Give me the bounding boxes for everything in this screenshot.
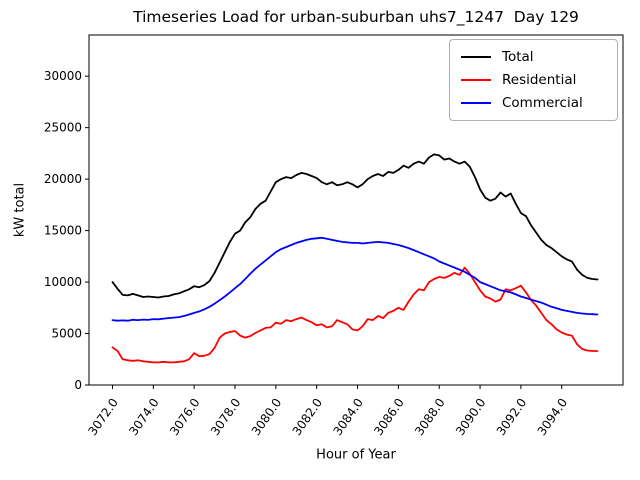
x-tick-label: 3088.0 (412, 396, 448, 438)
x-tick-label: 3086.0 (371, 396, 407, 438)
y-axis-label: kW total (12, 182, 28, 238)
series-line-residential (111, 266, 599, 364)
x-tick-label: 3072.0 (85, 396, 121, 438)
axes-frame (88, 34, 624, 386)
series-line-commercial (111, 236, 599, 322)
legend-label: Total (502, 49, 534, 65)
x-tick-label: 3078.0 (208, 396, 244, 438)
x-tick-label: 3074.0 (126, 396, 162, 438)
x-tick-label: 3080.0 (249, 396, 285, 438)
x-tick-label: 3090.0 (453, 396, 489, 438)
y-tick-label: 30000 (44, 69, 82, 83)
legend-label: Commercial (502, 95, 583, 111)
y-tick-label: 15000 (44, 224, 82, 238)
legend-line-swatch (461, 79, 491, 81)
x-tick-label: 3082.0 (290, 396, 326, 438)
legend: Total Residential Commercial (449, 39, 618, 121)
legend-item-total: Total (461, 48, 609, 66)
x-tick-label: 3092.0 (494, 396, 530, 438)
x-axis-label: Hour of Year (316, 447, 396, 463)
x-tick-label: 3084.0 (330, 396, 366, 438)
y-tick-label: 0 (74, 378, 82, 392)
y-tick-label: 25000 (44, 121, 82, 135)
series-line-total (111, 153, 599, 299)
x-tick-label: 3076.0 (167, 396, 203, 438)
legend-line-swatch (461, 56, 491, 58)
legend-item-residential: Residential (461, 71, 609, 89)
chart-title: Timeseries Load for urban-suburban uhs7_… (133, 8, 579, 26)
legend-item-commercial: Commercial (461, 94, 609, 112)
legend-label: Residential (502, 72, 577, 88)
y-tick-label: 5000 (51, 327, 82, 341)
legend-line-swatch (461, 102, 491, 104)
x-tick-label: 3094.0 (535, 396, 571, 438)
y-tick-label: 10000 (44, 275, 82, 289)
y-tick-label: 20000 (44, 172, 82, 186)
